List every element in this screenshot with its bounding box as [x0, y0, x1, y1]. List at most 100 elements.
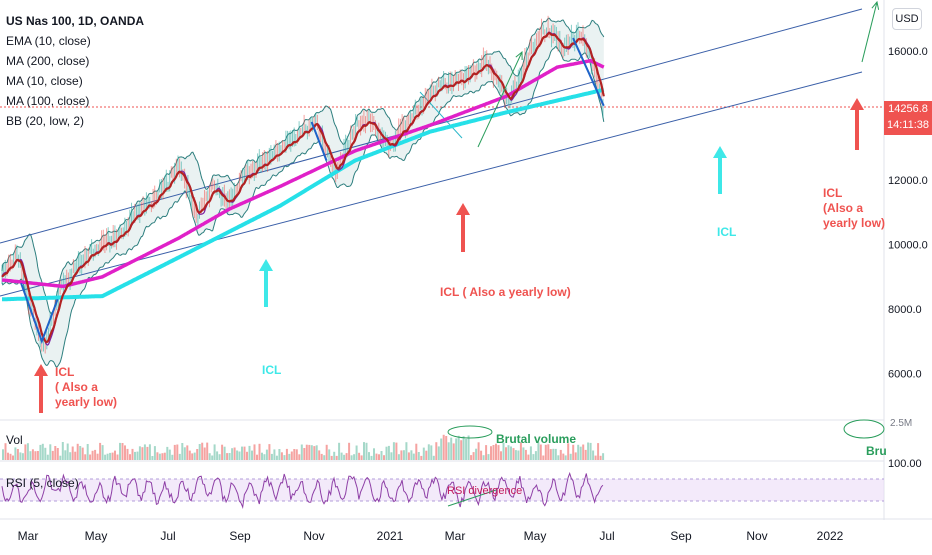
volume-bar	[303, 448, 306, 460]
volume-bar	[437, 446, 440, 460]
volume-bar	[131, 448, 134, 460]
volume-highlight-2	[843, 419, 885, 439]
x-tick-label: Sep	[670, 529, 692, 543]
volume-bar	[380, 451, 383, 460]
green-projection-2-shaft	[861, 1, 878, 63]
volume-bar	[328, 449, 331, 460]
volume-bar	[333, 451, 336, 460]
volume-bar	[445, 436, 448, 460]
volume-bar	[91, 450, 94, 460]
icl-arrow-2-head	[259, 259, 273, 271]
volume-bar	[270, 453, 273, 460]
volume-bar	[241, 446, 243, 460]
volume-bar	[126, 448, 129, 460]
x-tick-label: Mar	[18, 529, 39, 543]
volume-bar	[116, 454, 119, 460]
volume-bar	[12, 455, 14, 460]
volume-bar	[462, 436, 465, 460]
last-price-tag: 14256.8 14:11:38	[884, 101, 932, 135]
volume-bar	[472, 452, 475, 460]
volume-pane-label[interactable]: Vol	[6, 433, 23, 447]
volume-bar	[547, 444, 550, 460]
legend-ema[interactable]: EMA (10, close)	[6, 34, 91, 48]
icl-label-2-line-1: ICL	[262, 363, 281, 377]
volume-bar	[497, 445, 500, 460]
volume-bar	[594, 455, 597, 460]
volume-bar	[442, 434, 445, 460]
volume-bar	[171, 454, 174, 460]
volume-bar	[397, 454, 400, 460]
chart-legend: US Nas 100, 1D, OANDA EMA (10, close) MA…	[6, 11, 144, 131]
volume-bar	[582, 444, 585, 460]
rsi-pane-label[interactable]: RSI (5, close)	[6, 476, 79, 490]
volume-bar	[134, 451, 136, 460]
volume-bar	[288, 453, 291, 460]
volume-bar	[358, 452, 361, 460]
volume-bar	[253, 444, 256, 460]
y-tick-label: 8000.0	[888, 304, 922, 316]
currency-button[interactable]: USD	[892, 8, 922, 30]
volume-bar	[435, 442, 438, 460]
volume-bar	[221, 444, 224, 460]
volume-bar	[407, 452, 410, 460]
volume-bar	[34, 451, 37, 460]
volume-bar	[59, 455, 62, 460]
volume-bar	[569, 453, 572, 460]
volume-bar	[554, 448, 557, 460]
volume-bar	[265, 449, 268, 460]
volume-bar	[136, 451, 139, 460]
volume-bar	[238, 451, 241, 460]
ema-swing-2	[310, 121, 328, 162]
volume-bar	[183, 447, 186, 460]
x-tick-label: Jul	[160, 529, 175, 543]
legend-bb[interactable]: BB (20, low, 2)	[6, 114, 85, 128]
last-price: 14256.8	[888, 103, 928, 115]
legend-ma-10[interactable]: MA (10, close)	[6, 74, 83, 88]
icl-arrow-3-head	[456, 203, 470, 215]
icl-label-1-line-2: ( Also a	[55, 380, 98, 394]
volume-bar	[534, 451, 537, 460]
volume-bar	[395, 442, 398, 460]
volume-bar	[405, 442, 408, 460]
volume-bar	[375, 453, 378, 460]
volume-bar	[36, 451, 39, 460]
volume-bar	[201, 442, 204, 460]
volume-bar	[236, 450, 239, 460]
volume-bar	[305, 444, 308, 460]
volume-bar	[275, 455, 278, 460]
volume-bar	[370, 455, 373, 460]
volume-bar	[283, 455, 286, 460]
y-tick-label: 12000.0	[888, 175, 928, 187]
volume-bar	[524, 449, 527, 460]
volume-bar	[353, 454, 356, 460]
volume-bar	[427, 444, 430, 460]
volume-bar	[106, 453, 109, 460]
volume-bar	[109, 452, 112, 460]
y-tick-label: 6000.0	[888, 369, 922, 381]
x-tick-label: Mar	[445, 529, 466, 543]
volume-axis-label: 2.5M	[890, 418, 913, 429]
x-tick-label: 2022	[817, 529, 844, 543]
volume-bar	[44, 447, 47, 460]
volume-bar	[522, 447, 525, 460]
legend-ma-100[interactable]: MA (100, close)	[6, 94, 90, 108]
volume-bar	[218, 454, 221, 460]
volume-bar	[54, 446, 57, 460]
volume-bar	[430, 445, 433, 460]
rsi-axis-label: 100.00	[888, 458, 922, 470]
volume-bar	[178, 453, 181, 460]
volume-bar	[325, 444, 328, 460]
icl-label-1-line-1: ICL	[55, 365, 74, 379]
volume-bar	[94, 449, 97, 460]
volume-bar	[19, 452, 22, 460]
volume-bar	[168, 449, 171, 460]
volume-bar	[417, 452, 420, 460]
legend-ma-200[interactable]: MA (200, close)	[6, 54, 90, 68]
volume-bar	[432, 455, 435, 460]
volume-bar	[89, 454, 92, 460]
channel-lower	[0, 71, 863, 297]
volume-bar	[455, 438, 458, 460]
volume-bar	[49, 444, 52, 460]
volume-bar	[475, 448, 478, 460]
volume-bar	[527, 454, 530, 460]
